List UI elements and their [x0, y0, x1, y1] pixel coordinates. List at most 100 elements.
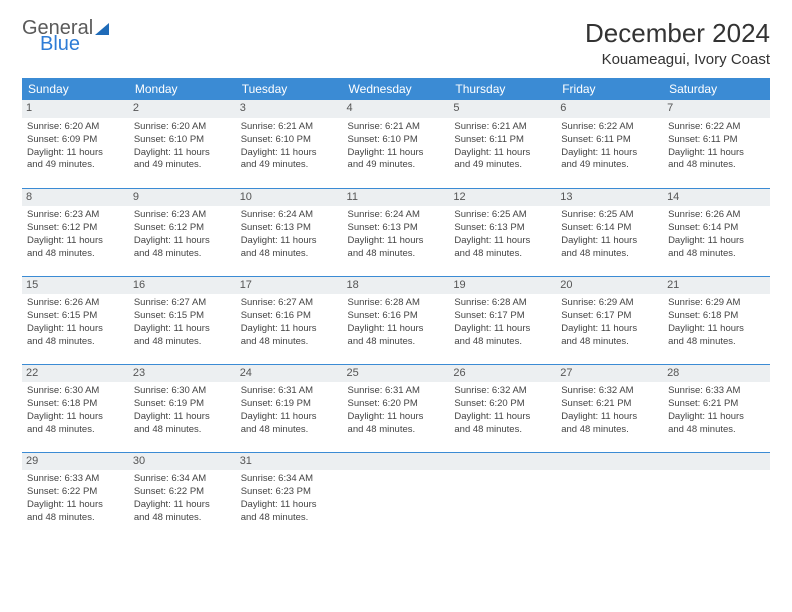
day-info-line: Sunrise: 6:25 AM — [561, 209, 658, 221]
day-info-line: Daylight: 11 hours — [27, 411, 124, 423]
day-info-line: Sunset: 6:10 PM — [241, 134, 338, 146]
calendar-day-cell: 19 Sunrise: 6:28 AMSunset: 6:17 PMDayligh… — [449, 276, 556, 364]
day-number — [343, 453, 450, 471]
day-info-line: Sunset: 6:17 PM — [454, 310, 551, 322]
day-info-line: Sunrise: 6:24 AM — [241, 209, 338, 221]
day-info-line: Daylight: 11 hours — [348, 411, 445, 423]
day-info-line: Daylight: 11 hours — [27, 235, 124, 247]
day-number: 29 — [22, 453, 129, 471]
day-info-line: and 48 minutes. — [454, 248, 551, 260]
day-info-line: and 48 minutes. — [668, 159, 765, 171]
day-info-line: Sunrise: 6:23 AM — [27, 209, 124, 221]
day-info-line: Sunset: 6:19 PM — [134, 398, 231, 410]
day-info-line: Sunrise: 6:28 AM — [454, 297, 551, 309]
day-info-line: Sunset: 6:15 PM — [27, 310, 124, 322]
calendar-week-row: 22Sunrise: 6:30 AMSunset: 6:18 PMDayligh… — [22, 364, 770, 452]
day-info-line: Sunset: 6:12 PM — [134, 222, 231, 234]
day-number: 17 — [236, 277, 343, 295]
day-info-line: and 48 minutes. — [668, 248, 765, 260]
calendar-day-cell: 4Sunrise: 6:21 AMSunset: 6:10 PMDaylight… — [343, 100, 450, 188]
day-info-line: and 49 minutes. — [561, 159, 658, 171]
calendar-day-cell: 20Sunrise: 6:29 AMSunset: 6:17 PMDayligh… — [556, 276, 663, 364]
day-number: 1 — [22, 100, 129, 118]
day-info-line: Daylight: 11 hours — [134, 147, 231, 159]
day-info-line: and 49 minutes. — [241, 159, 338, 171]
calendar-week-row: 29Sunrise: 6:33 AMSunset: 6:22 PMDayligh… — [22, 452, 770, 540]
calendar-day-cell: 23Sunrise: 6:30 AMSunset: 6:19 PMDayligh… — [129, 364, 236, 452]
weekday-header: Friday — [556, 78, 663, 100]
day-info-line: Sunset: 6:15 PM — [134, 310, 231, 322]
day-info-line: Sunrise: 6:32 AM — [454, 385, 551, 397]
day-info-line: and 48 minutes. — [27, 248, 124, 260]
calendar-day-cell: 25Sunrise: 6:31 AMSunset: 6:20 PMDayligh… — [343, 364, 450, 452]
day-number: 23 — [129, 365, 236, 383]
day-number: 26 — [449, 365, 556, 383]
calendar-day-cell: 22Sunrise: 6:30 AMSunset: 6:18 PMDayligh… — [22, 364, 129, 452]
title-block: December 2024 Kouameagui, Ivory Coast — [585, 18, 770, 68]
location-text: Kouameagui, Ivory Coast — [585, 51, 770, 68]
day-info-line: Sunset: 6:16 PM — [348, 310, 445, 322]
day-info-line: Sunset: 6:12 PM — [27, 222, 124, 234]
weekday-header: Monday — [129, 78, 236, 100]
calendar-day-cell: 15Sunrise: 6:26 AMSunset: 6:15 PMDayligh… — [22, 276, 129, 364]
calendar-day-cell: 26Sunrise: 6:32 AMSunset: 6:20 PMDayligh… — [449, 364, 556, 452]
day-number: 16 — [129, 277, 236, 295]
day-info-line: Sunrise: 6:26 AM — [668, 209, 765, 221]
calendar-day-cell: 7Sunrise: 6:22 AMSunset: 6:11 PMDaylight… — [663, 100, 770, 188]
day-info-line: and 48 minutes. — [454, 424, 551, 436]
day-number: 11 — [343, 189, 450, 207]
day-info-line: Sunrise: 6:33 AM — [27, 473, 124, 485]
weekday-header: Sunday — [22, 78, 129, 100]
day-info-line: Sunrise: 6:20 AM — [134, 121, 231, 133]
day-number: 14 — [663, 189, 770, 207]
day-number — [449, 453, 556, 471]
day-info-line: Sunrise: 6:28 AM — [348, 297, 445, 309]
calendar-day-cell: 13Sunrise: 6:25 AMSunset: 6:14 PMDayligh… — [556, 188, 663, 276]
calendar-table: Sunday Monday Tuesday Wednesday Thursday… — [22, 78, 770, 540]
day-info-line: Daylight: 11 hours — [561, 147, 658, 159]
day-info-line: Sunrise: 6:29 AM — [668, 297, 765, 309]
day-number: 24 — [236, 365, 343, 383]
day-info-line: and 49 minutes. — [348, 159, 445, 171]
calendar-day-cell: 17Sunrise: 6:27 AMSunset: 6:16 PMDayligh… — [236, 276, 343, 364]
day-info-line: and 48 minutes. — [27, 336, 124, 348]
day-info-line: Sunrise: 6:29 AM — [561, 297, 658, 309]
day-number: 19 — [449, 277, 556, 295]
day-info-line: Daylight: 11 hours — [27, 323, 124, 335]
day-info-line: Sunset: 6:11 PM — [561, 134, 658, 146]
day-number: 28 — [663, 365, 770, 383]
day-info-line: Daylight: 11 hours — [454, 323, 551, 335]
day-info-line: Daylight: 11 hours — [241, 411, 338, 423]
day-number: 20 — [556, 277, 663, 295]
day-info-line: and 49 minutes. — [134, 159, 231, 171]
day-info-line: Sunrise: 6:26 AM — [27, 297, 124, 309]
day-info-line: and 48 minutes. — [668, 424, 765, 436]
calendar-day-cell: 6Sunrise: 6:22 AMSunset: 6:11 PMDaylight… — [556, 100, 663, 188]
weekday-header: Saturday — [663, 78, 770, 100]
day-info-line: and 48 minutes. — [27, 424, 124, 436]
day-number: 4 — [343, 100, 450, 118]
day-info-line: Sunset: 6:19 PM — [241, 398, 338, 410]
day-info-line: and 49 minutes. — [454, 159, 551, 171]
day-info-line: Daylight: 11 hours — [348, 323, 445, 335]
day-info-line: and 48 minutes. — [348, 336, 445, 348]
day-number: 25 — [343, 365, 450, 383]
day-info-line: Sunrise: 6:31 AM — [348, 385, 445, 397]
calendar-day-cell — [343, 452, 450, 540]
day-info-line: Daylight: 11 hours — [241, 147, 338, 159]
calendar-week-row: 1Sunrise: 6:20 AMSunset: 6:09 PMDaylight… — [22, 100, 770, 188]
day-info-line: Daylight: 11 hours — [27, 147, 124, 159]
day-info-line: and 48 minutes. — [668, 336, 765, 348]
calendar-day-cell: 11Sunrise: 6:24 AMSunset: 6:13 PMDayligh… — [343, 188, 450, 276]
day-number: 30 — [129, 453, 236, 471]
day-info-line: Sunrise: 6:34 AM — [241, 473, 338, 485]
day-number: 9 — [129, 189, 236, 207]
day-info-line: Sunset: 6:13 PM — [241, 222, 338, 234]
day-info-line: Daylight: 11 hours — [454, 411, 551, 423]
weekday-header: Wednesday — [343, 78, 450, 100]
calendar-day-cell: 29Sunrise: 6:33 AMSunset: 6:22 PMDayligh… — [22, 452, 129, 540]
day-info-line: Daylight: 11 hours — [241, 235, 338, 247]
day-info-line: Sunset: 6:23 PM — [241, 486, 338, 498]
weekday-header-row: Sunday Monday Tuesday Wednesday Thursday… — [22, 78, 770, 100]
weekday-header: Tuesday — [236, 78, 343, 100]
